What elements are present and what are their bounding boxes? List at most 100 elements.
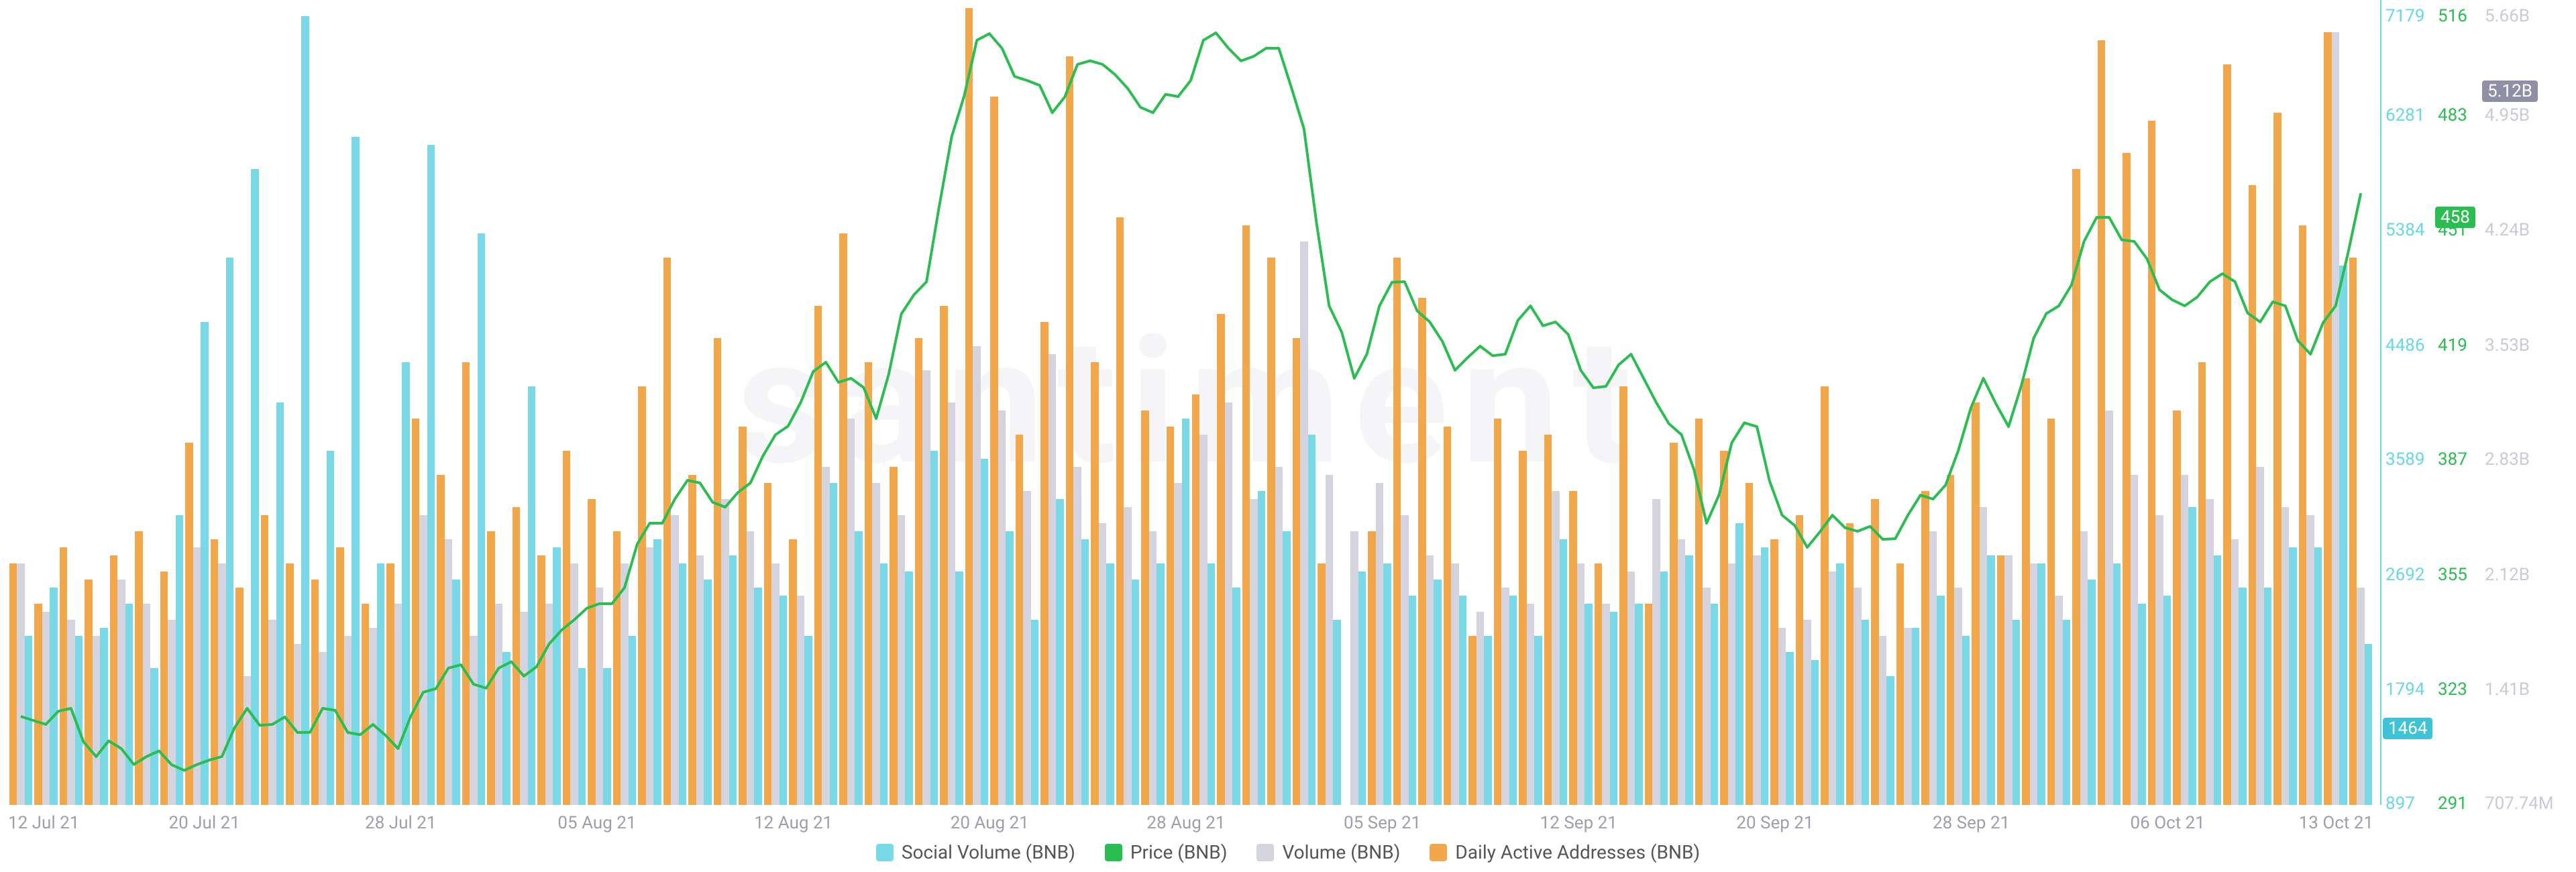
bar <box>50 588 58 805</box>
bar <box>301 16 309 805</box>
legend-swatch <box>1430 844 1447 861</box>
x-axis-tick: 20 Sep 21 <box>1736 813 1813 833</box>
legend-label: Social Volume (BNB) <box>902 841 1075 863</box>
bar <box>2239 588 2247 805</box>
bar <box>1358 571 1366 805</box>
bar <box>1585 604 1593 805</box>
bar <box>1182 419 1190 805</box>
bar <box>1283 531 1291 805</box>
bar <box>1711 604 1719 805</box>
bar <box>1660 571 1668 805</box>
bar <box>603 668 611 805</box>
bar <box>1886 676 1894 805</box>
x-axis-tick: 28 Sep 21 <box>1933 813 2010 833</box>
bar <box>930 451 938 805</box>
x-axis-tick: 28 Aug 21 <box>1146 813 1225 833</box>
bar <box>402 362 410 805</box>
bar <box>1308 435 1316 805</box>
bar <box>2188 507 2196 805</box>
axis-tick: 2.83B <box>2485 449 2530 470</box>
bar <box>502 652 511 805</box>
x-axis-tick: 12 Sep 21 <box>1540 813 1617 833</box>
bar <box>1937 596 1945 805</box>
legend-item[interactable]: Daily Active Addresses (BNB) <box>1430 841 1700 863</box>
bar <box>2138 604 2146 805</box>
x-axis: 12 Jul 2120 Jul 2128 Jul 2105 Aug 2112 A… <box>8 805 2373 838</box>
bar <box>955 571 963 805</box>
bar <box>679 563 687 805</box>
bar <box>2037 563 2045 805</box>
bar <box>2339 266 2347 805</box>
axis-tick: 291 <box>2438 794 2467 814</box>
bar <box>201 322 209 805</box>
legend-item[interactable]: Social Volume (BNB) <box>876 841 1075 863</box>
bar <box>578 668 586 805</box>
bar <box>75 636 83 805</box>
bar <box>251 169 259 805</box>
bar <box>1333 620 1341 805</box>
legend-item[interactable]: Price (BNB) <box>1105 841 1228 863</box>
bar <box>1761 547 1769 805</box>
plot-area[interactable]: santiment <box>8 0 2373 805</box>
bar <box>25 636 33 805</box>
y-axis-volume: 5.66B4.95B4.24B3.53B2.83B2.12B1.41B707.7… <box>2481 0 2536 805</box>
axis-tick: 2.12B <box>2485 565 2530 585</box>
axis-tick: 387 <box>2438 449 2467 470</box>
bar <box>478 233 486 805</box>
bar <box>553 547 561 805</box>
bar <box>1811 660 1819 805</box>
bar <box>905 571 913 805</box>
bar <box>1459 596 1467 805</box>
legend-label: Price (BNB) <box>1130 841 1228 863</box>
legend-swatch <box>1105 844 1122 861</box>
legend-swatch <box>1256 844 1274 861</box>
y-axis-social-volume: 71796281538444863589269217948971464 <box>2380 0 2428 805</box>
bar <box>1962 636 1970 805</box>
bar <box>1383 563 1391 805</box>
legend-swatch <box>876 844 894 861</box>
bar <box>1912 628 1920 805</box>
bar <box>2063 620 2071 805</box>
chart-container: santiment 717962815384448635892692179489… <box>0 0 2576 872</box>
bar <box>1031 620 1039 805</box>
bar <box>653 539 661 805</box>
bar <box>125 604 133 805</box>
bar <box>1157 563 1165 805</box>
bar <box>1081 539 1089 805</box>
bar <box>1232 588 1240 805</box>
bar <box>1786 652 1794 805</box>
bar <box>327 451 335 805</box>
bar <box>1006 531 1014 805</box>
bar <box>2088 580 2096 805</box>
bar <box>780 596 788 805</box>
bar <box>729 555 737 805</box>
bar <box>176 515 184 805</box>
bar <box>452 580 460 805</box>
x-axis-tick: 06 Oct 21 <box>2131 813 2205 833</box>
bar <box>1862 620 1870 805</box>
axis-tick: 5.66B <box>2485 6 2530 26</box>
axis-tick: 419 <box>2438 335 2467 356</box>
axis-tick: 707.74M <box>2485 794 2554 814</box>
bar <box>754 588 762 805</box>
bar <box>2365 644 2373 805</box>
axis-tick: 897 <box>2385 794 2415 814</box>
bar <box>804 636 812 805</box>
bar <box>1056 499 1064 805</box>
y-axis-price: 516483451419387355323291458 <box>2434 0 2474 805</box>
bar <box>1132 580 1140 805</box>
bar <box>377 563 385 805</box>
bar <box>1987 555 1995 805</box>
axis-current-value: 5.12B <box>2482 80 2538 102</box>
legend-item[interactable]: Volume (BNB) <box>1256 841 1400 863</box>
axis-current-value: 458 <box>2435 207 2475 228</box>
axis-tick: 6281 <box>2385 105 2424 125</box>
bar <box>276 402 284 805</box>
axis-tick: 3589 <box>2385 449 2424 470</box>
bar <box>1534 636 1542 805</box>
x-axis-tick: 05 Sep 21 <box>1344 813 1421 833</box>
legend: Social Volume (BNB) Price (BNB) Volume (BN… <box>0 841 2576 866</box>
axis-tick: 1794 <box>2385 679 2424 700</box>
axis-current-value: 1464 <box>2383 718 2432 739</box>
x-axis-tick: 12 Jul 21 <box>8 813 79 833</box>
